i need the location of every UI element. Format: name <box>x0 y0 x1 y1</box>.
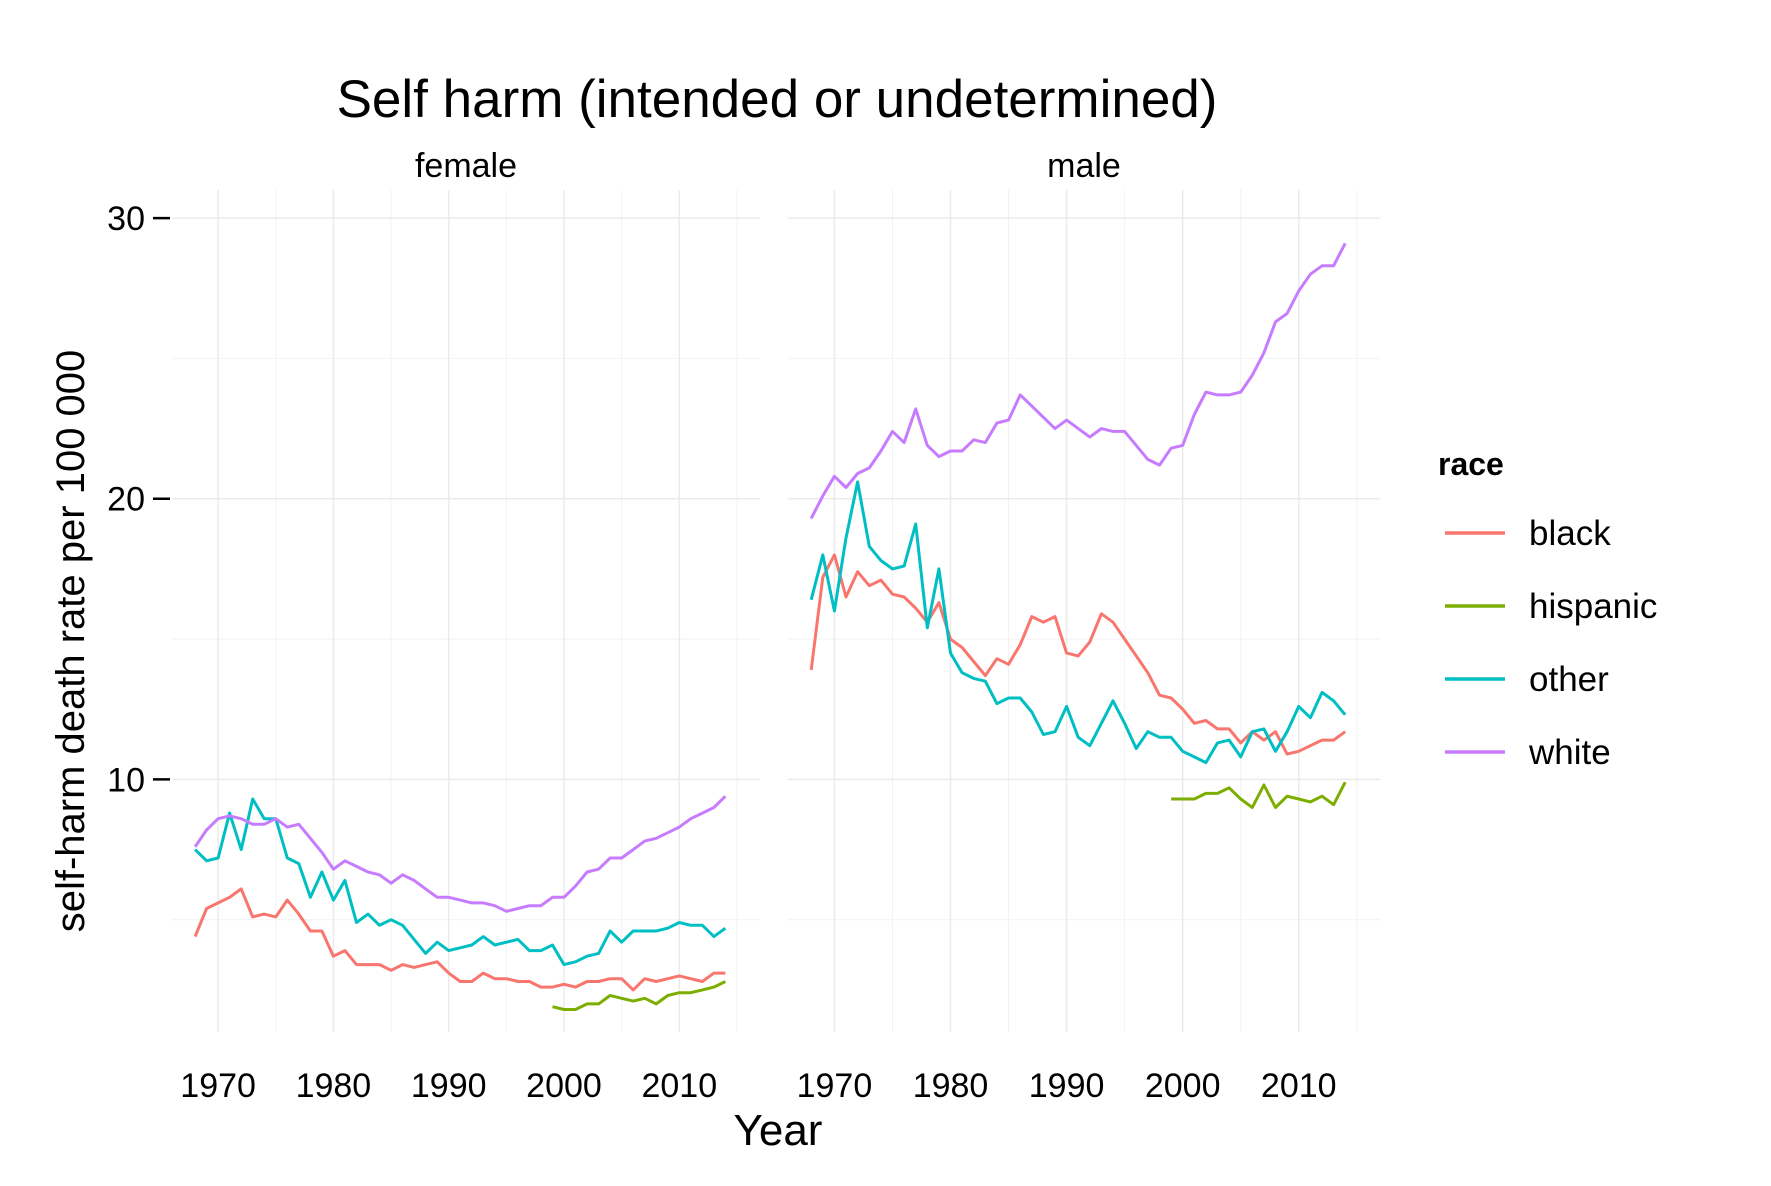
panel-grid <box>788 190 1380 1032</box>
x-tick-label: 1980 <box>296 1067 372 1105</box>
panel-label-male: male <box>1047 147 1121 185</box>
series-line-male-hispanic <box>1171 781 1347 809</box>
legend-item-other: other <box>1445 660 1609 699</box>
panel-grid <box>172 190 760 1032</box>
legend: race black hispanic other white <box>1438 446 1657 772</box>
series-line-female-white <box>193 795 727 913</box>
x-tick-label: 1980 <box>913 1067 989 1105</box>
legend-label: other <box>1529 660 1609 699</box>
x-tick-label: 2000 <box>1145 1067 1221 1105</box>
y-axis-title: self-harm death rate per 100 000 <box>49 350 93 933</box>
legend-entries: black hispanic other white <box>1445 514 1657 772</box>
legend-item-white: white <box>1445 733 1611 772</box>
legend-item-black: black <box>1445 514 1611 553</box>
x-tick-label: 2010 <box>1261 1067 1337 1105</box>
legend-label: hispanic <box>1529 587 1657 626</box>
panel-female: female <box>172 147 760 1032</box>
legend-label: white <box>1528 733 1611 772</box>
legend-label: black <box>1529 514 1611 553</box>
x-tick-label: 1970 <box>180 1067 256 1105</box>
series-line-female-hispanic <box>552 980 727 1011</box>
panel-male: male <box>788 147 1380 1032</box>
y-axis: 10 20 30 <box>107 200 170 799</box>
y-tick-label: 30 <box>107 200 145 238</box>
x-axis: 1970 1980 1990 2000 2010 1970 1980 1990 2000 2010 <box>180 1067 1336 1105</box>
x-tick-label: 2000 <box>526 1067 602 1105</box>
y-tick-label: 10 <box>107 761 145 799</box>
x-axis-title: Year <box>734 1106 823 1155</box>
y-tick-label: 20 <box>107 481 145 519</box>
series-line-male-black <box>809 553 1347 756</box>
x-tick-label: 1990 <box>1029 1067 1105 1105</box>
series-line-female-black <box>193 887 726 992</box>
panel-label-female: female <box>415 147 517 185</box>
x-tick-label: 1990 <box>411 1067 487 1105</box>
x-tick-label: 2010 <box>641 1067 717 1105</box>
panels: female male <box>172 147 1380 1032</box>
x-tick-label: 1970 <box>797 1067 873 1105</box>
series-line-male-other <box>809 480 1347 765</box>
series-line-male-white <box>809 242 1347 520</box>
legend-title: race <box>1438 446 1504 482</box>
series-line-female-other <box>194 797 727 967</box>
chart-title: Self harm (intended or undetermined) <box>337 70 1218 129</box>
legend-item-hispanic: hispanic <box>1445 587 1657 626</box>
